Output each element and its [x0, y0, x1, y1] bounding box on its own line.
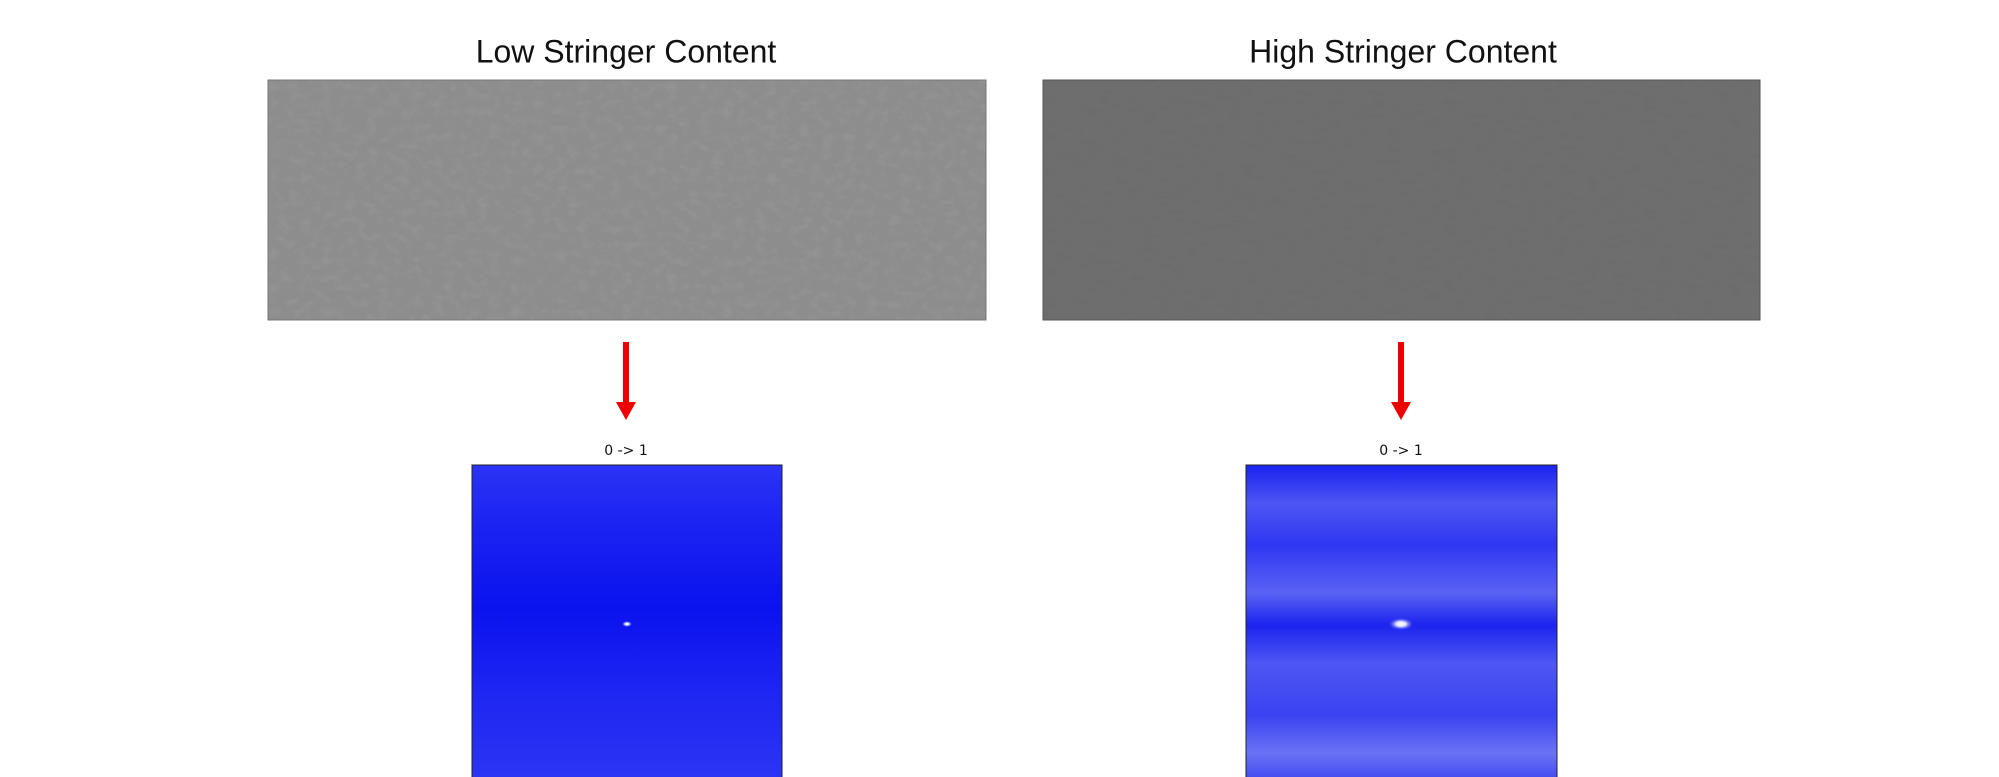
panel-title: Low Stringer Content: [476, 33, 777, 69]
fft-caption: 0 -> 1: [604, 443, 648, 459]
fft-peak: [1389, 618, 1413, 630]
arrow-head: [1391, 402, 1411, 420]
page: Low Stringer Content 0 -> 1 High Stringe…: [0, 0, 1999, 777]
micrograph-texture: [1043, 80, 1760, 320]
slide: Low Stringer Content 0 -> 1 High Stringe…: [0, 0, 1999, 777]
panel-title: High Stringer Content: [1249, 33, 1557, 69]
arrow-head: [616, 402, 636, 420]
fft-peak: [622, 621, 632, 627]
fft-caption: 0 -> 1: [1379, 443, 1423, 459]
micrograph-texture: [268, 80, 986, 320]
